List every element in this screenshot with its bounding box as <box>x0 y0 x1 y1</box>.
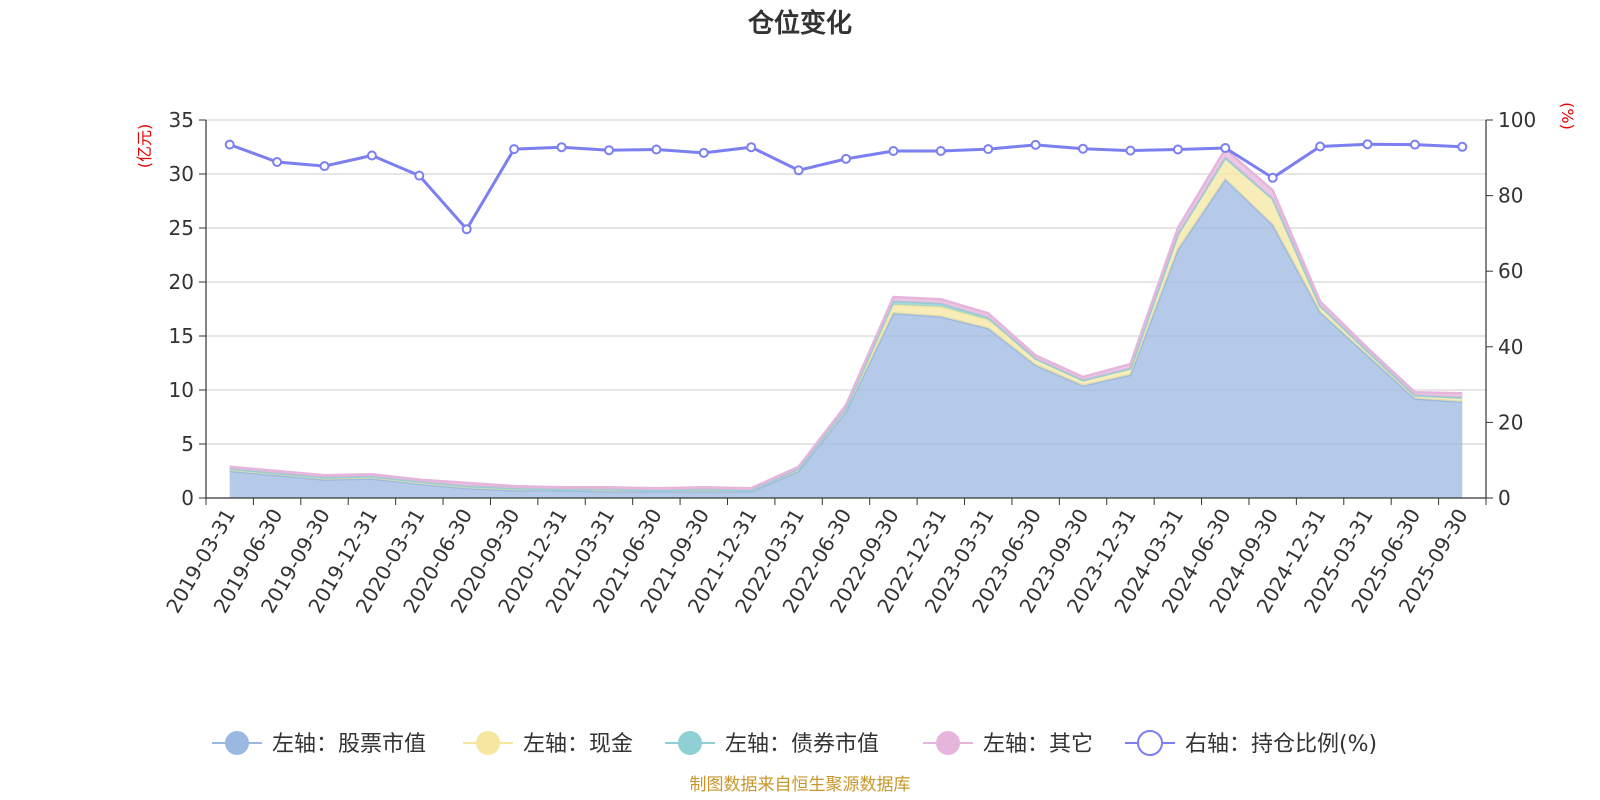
left-tick-label: 0 <box>181 486 194 510</box>
ratio-point <box>746 142 757 153</box>
ratio-point <box>414 170 425 181</box>
legend-marker <box>476 731 500 755</box>
ratio-point <box>556 142 567 153</box>
area-左轴：股票市值 <box>229 179 1463 498</box>
legend-marker <box>225 731 249 755</box>
ratio-point <box>1267 172 1278 183</box>
right-tick-label: 100 <box>1498 108 1536 132</box>
ratio-point <box>1409 139 1420 150</box>
right-tick-label: 60 <box>1498 259 1523 283</box>
legend-label: 左轴：现金 <box>523 732 633 757</box>
ratio-point <box>319 161 330 172</box>
legend: 左轴：股票市值 左轴：现金 左轴：债券市值 左轴：其它 右轴：持仓比例(%) <box>212 730 1377 757</box>
left-axis-unit: (亿元) <box>135 124 154 169</box>
ratio-point <box>698 147 709 158</box>
right-axis-unit: (%) <box>1558 102 1577 130</box>
ratio-point <box>983 144 994 155</box>
ratio-point <box>604 145 614 156</box>
ratio-point <box>224 139 235 150</box>
ratio-point <box>935 146 946 156</box>
left-tick-label: 30 <box>169 162 194 186</box>
ratio-point <box>888 146 899 156</box>
left-tick-label: 25 <box>169 216 194 240</box>
legend-label: 左轴：债券市值 <box>725 732 879 757</box>
right-tick-label: 40 <box>1498 335 1523 359</box>
ratio-point <box>1220 143 1231 153</box>
ratio-point <box>461 224 472 235</box>
right-tick-label: 20 <box>1498 410 1523 434</box>
left-tick-label: 35 <box>169 108 194 132</box>
legend-marker <box>678 731 702 755</box>
ratio-point <box>366 150 377 161</box>
legend-label: 右轴：持仓比例(%) <box>1185 732 1377 757</box>
ratio-point <box>1125 145 1136 156</box>
legend-label: 左轴：股票市值 <box>272 732 426 757</box>
stacked-areas <box>229 147 1463 498</box>
ratio-point <box>651 144 662 155</box>
right-tick-label: 0 <box>1498 486 1511 510</box>
legend-marker <box>936 731 960 755</box>
left-tick-label: 10 <box>169 378 194 402</box>
ratio-point <box>1172 144 1183 155</box>
ratio-point <box>841 153 851 164</box>
chart-title: 仓位变化 <box>747 8 852 39</box>
right-tick-label: 80 <box>1498 184 1523 208</box>
ratio-point <box>1457 141 1468 152</box>
ratio-point <box>1030 139 1041 150</box>
left-tick-label: 20 <box>169 270 194 294</box>
ratio-point <box>509 144 520 155</box>
data-source-note: 制图数据来自恒生聚源数据库 <box>690 775 911 795</box>
legend-marker <box>1137 730 1163 756</box>
ratio-point <box>1315 141 1326 152</box>
ratio-point <box>272 157 283 167</box>
ratio-point <box>793 165 804 176</box>
left-tick-label: 15 <box>169 324 194 348</box>
left-tick-label: 5 <box>181 432 194 456</box>
legend-label: 左轴：其它 <box>983 732 1093 757</box>
area-edge-左轴：其它 <box>229 147 1463 490</box>
ratio-point <box>1362 139 1373 150</box>
holding-ratio-line <box>224 139 1468 235</box>
ratio-point <box>1078 143 1088 154</box>
